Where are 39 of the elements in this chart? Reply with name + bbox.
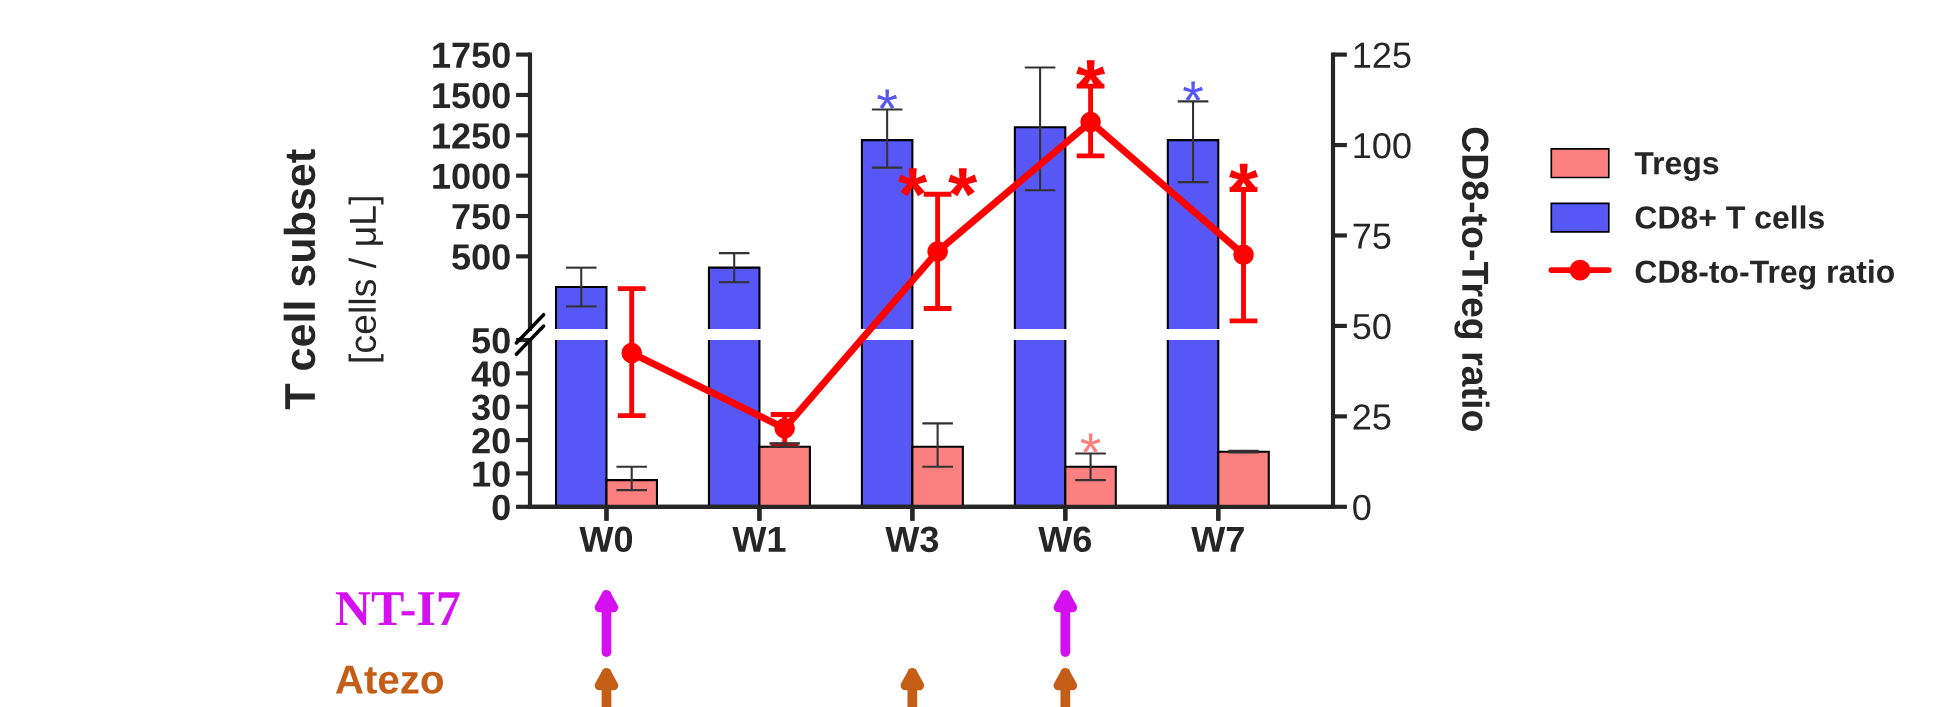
y-tick-label: 500: [452, 244, 510, 270]
y-tick-label: 750: [452, 203, 510, 230]
y-tick-label: 100: [1354, 132, 1411, 159]
y-tick-label: 1000: [433, 163, 510, 190]
annotation: *: [1183, 81, 1203, 102]
annotation: *: [877, 89, 898, 110]
y-tick-label: 125: [1354, 42, 1411, 69]
point: [1233, 244, 1254, 265]
x-tick-label: W7: [1191, 526, 1244, 552]
x-tick-label: W3: [885, 526, 939, 553]
point: [621, 342, 642, 364]
y-axis-title: CD8-to-Treg ratio: [1454, 127, 1490, 431]
y-tick-label: 50: [472, 327, 510, 354]
y-tick-label: 0: [492, 494, 510, 521]
legend-label: CD8-to-Treg ratio: [1635, 259, 1895, 290]
annotation: * *: [898, 168, 978, 197]
annotation: *: [1080, 433, 1101, 454]
point: [1080, 111, 1101, 133]
text: NT-I7: [335, 592, 460, 626]
y-tick-label: 1500: [433, 82, 510, 109]
point: [774, 418, 795, 439]
y-tick-label: 75: [1353, 223, 1391, 249]
x-tick-label: W6: [1038, 526, 1092, 553]
legend-label: CD8+ T cells: [1635, 205, 1824, 229]
y-tick-label: 20: [472, 427, 510, 454]
y-tick-label: 10: [473, 461, 510, 487]
y-tick-label: 0: [1353, 494, 1371, 521]
x-tick-label: W0: [579, 526, 633, 553]
y-tick-label: 30: [471, 394, 510, 421]
y-axis-title: T cell subset [cells / μL]: [283, 149, 384, 410]
y-tick-label: 50: [1353, 313, 1391, 340]
y-tick-label: 25: [1353, 404, 1391, 430]
x-tick-label: W1: [732, 526, 786, 552]
text: Atezo: [335, 665, 443, 694]
y-tick-label: 1750: [433, 42, 510, 69]
y-tick-label: 40: [471, 361, 510, 387]
legend-label: Tregs: [1634, 152, 1719, 181]
y-tick-label: 1250: [433, 123, 510, 149]
point: [927, 241, 948, 262]
